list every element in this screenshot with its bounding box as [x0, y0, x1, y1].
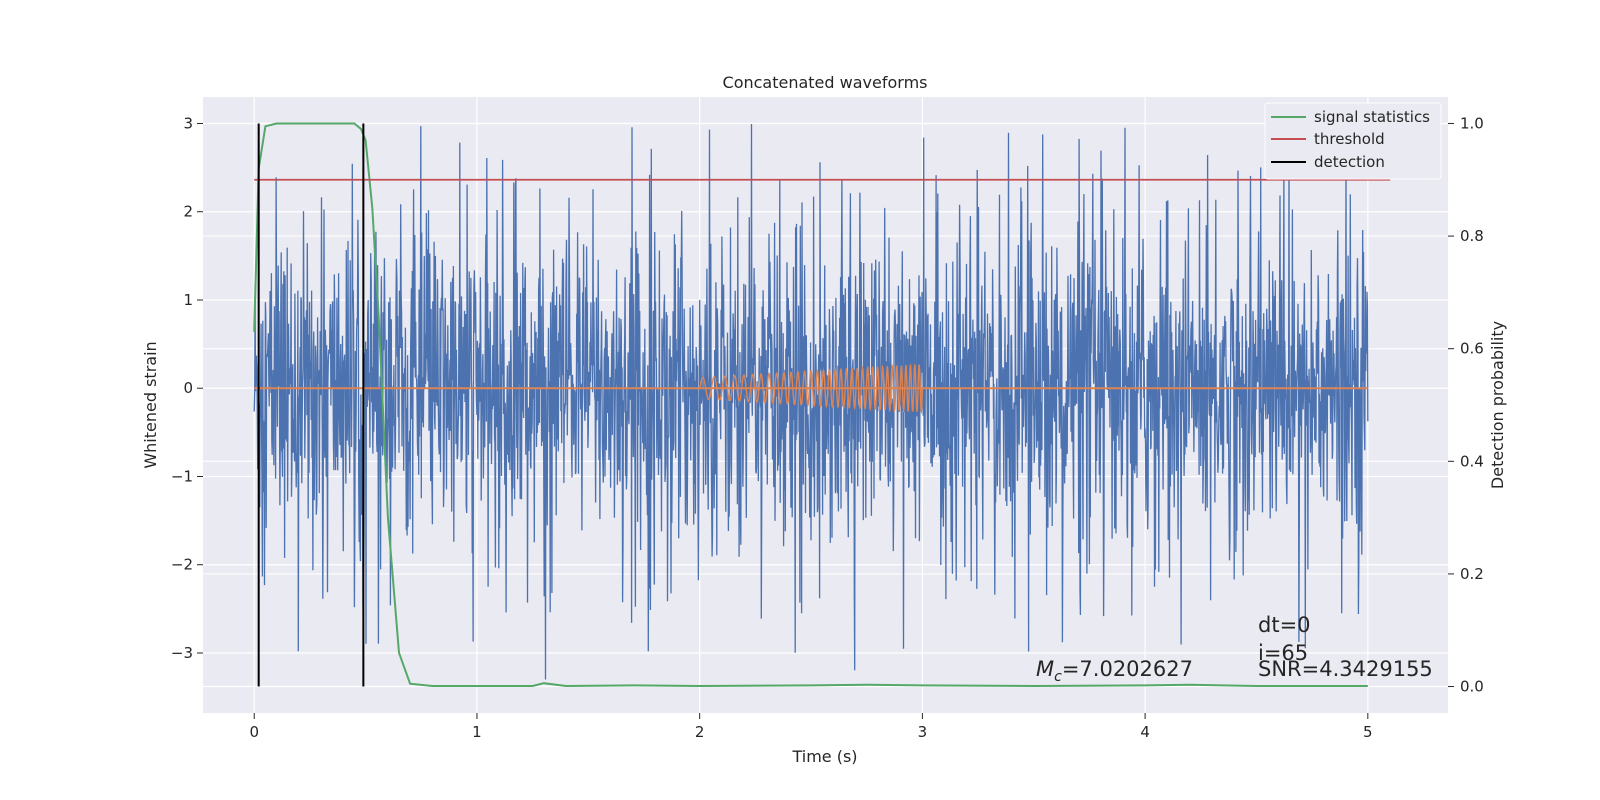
y-tick-label: 3: [183, 114, 193, 132]
y-tick-label: −1: [171, 467, 193, 485]
y-tick-label: 0: [183, 379, 193, 397]
axis-ticks: 0 1 2 3 4 5 −3 −2 −1 0 1 2 3 0.0 0.2 0.4 0.6 0.8 1.0: [171, 114, 1484, 741]
legend: signal statistics threshold detection: [1264, 102, 1442, 180]
strain-line: [253, 123, 1369, 680]
legend-label-signal: signal statistics: [1314, 108, 1430, 126]
signal-statistics-series: [253, 122, 1368, 688]
x-tick-label: 3: [918, 723, 928, 741]
annotation-mc-subscript: c: [1054, 669, 1062, 685]
y2-tick-label: 0.8: [1460, 227, 1484, 245]
strain-series: [253, 123, 1369, 680]
y-axis-label: Whitened strain: [141, 341, 160, 468]
y-tick-label: 1: [183, 291, 193, 309]
template-series: [254, 363, 1368, 415]
annotation-dt: dt=0: [1258, 613, 1311, 637]
annotation-snr: SNR=4.3429155: [1258, 657, 1433, 681]
y2-tick-label: 0.2: [1460, 565, 1484, 583]
chart-title: Concatenated waveforms: [723, 73, 928, 92]
y2-axis-label: Detection probability: [1488, 321, 1507, 489]
legend-box: [1264, 102, 1442, 180]
signal-statistics-line: [253, 122, 1368, 688]
x-tick-label: 4: [1140, 723, 1150, 741]
legend-label-detection: detection: [1314, 153, 1385, 171]
y-tick-label: −2: [171, 556, 193, 574]
y2-tick-label: 1.0: [1460, 114, 1484, 132]
detection-lines: [257, 123, 365, 687]
y2-tick-label: 0.6: [1460, 340, 1484, 358]
x-axis-label: Time (s): [791, 747, 857, 766]
y2-tick-label: 0.0: [1460, 678, 1484, 696]
x-tick-label: 0: [249, 723, 259, 741]
x-tick-label: 2: [695, 723, 705, 741]
legend-label-threshold: threshold: [1314, 130, 1385, 148]
annotation-mc-symbol: M: [1036, 657, 1054, 681]
annotation-mc: Mc=7.0202627: [1036, 657, 1193, 685]
y-tick-label: −3: [171, 644, 193, 662]
x-tick-label: 5: [1363, 723, 1373, 741]
y-tick-label: 2: [183, 203, 193, 221]
y2-tick-label: 0.4: [1460, 452, 1484, 470]
annotation-mc-value: =7.0202627: [1062, 657, 1193, 681]
annotation-i: i=65: [1258, 641, 1308, 665]
template-chirp: [699, 363, 924, 415]
x-tick-label: 1: [472, 723, 482, 741]
